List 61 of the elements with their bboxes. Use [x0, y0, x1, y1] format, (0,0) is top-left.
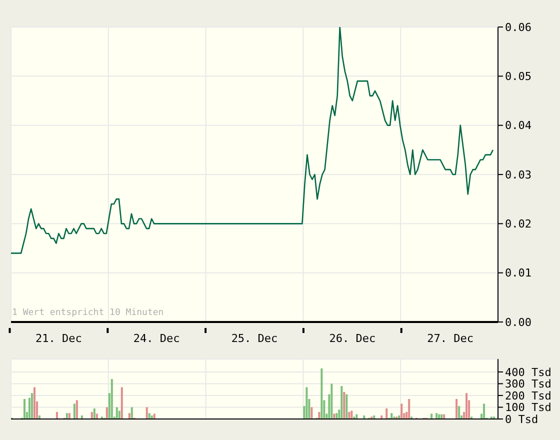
bar: [436, 413, 438, 419]
x-tick-label: 24. Dec: [133, 332, 180, 345]
bar: [408, 399, 410, 419]
bar: [343, 392, 346, 419]
bar: [466, 393, 468, 419]
bar: [483, 404, 486, 419]
bar: [348, 412, 350, 419]
y-tick-label: 0.04: [505, 119, 532, 132]
bar: [146, 407, 148, 419]
y-tick-label: 400 Tsd: [505, 366, 552, 379]
bar: [130, 407, 133, 419]
x-tick-label: 26. Dec: [329, 332, 376, 345]
bar: [346, 394, 348, 419]
x-tick-label: 27. Dec: [427, 332, 474, 345]
bar: [153, 414, 156, 419]
annotation: 1 Wert entspricht 10 Minuten: [12, 308, 164, 318]
bar: [336, 413, 338, 419]
bar: [400, 404, 403, 419]
bar: [23, 399, 26, 419]
y-tick-label: 100 Tsd: [505, 401, 552, 414]
bar: [350, 410, 353, 419]
y-tick-label: 0.01: [505, 266, 532, 280]
bar: [110, 379, 113, 419]
x-tick-label: 21. Dec: [36, 332, 82, 345]
bar: [66, 413, 68, 419]
y-tick-label: 300 Tsd: [505, 378, 552, 391]
y-tick-label: 0.06: [505, 20, 532, 34]
y-tick-label: 0.05: [505, 70, 532, 84]
bar: [116, 407, 118, 419]
bar: [120, 387, 123, 419]
y-tick-label: 200 Tsd: [505, 389, 552, 402]
bar: [33, 387, 36, 419]
bar: [320, 368, 323, 419]
bar: [340, 386, 343, 419]
bar: [76, 400, 78, 419]
bar: [306, 387, 308, 419]
bar: [430, 414, 433, 419]
bar: [96, 414, 98, 419]
bar: [106, 407, 108, 419]
bar: [73, 404, 76, 419]
bar: [68, 413, 70, 419]
bar: [310, 407, 313, 419]
bar: [318, 412, 320, 419]
y-tick-label: 0.03: [505, 168, 532, 182]
bar: [456, 399, 458, 419]
bar: [93, 408, 96, 419]
bar: [118, 410, 120, 419]
bar: [390, 413, 393, 419]
y-tick-label: 0 Tsd: [505, 412, 538, 426]
x-tick-label: 25. Dec: [231, 332, 278, 345]
bar: [386, 408, 388, 419]
bar: [458, 406, 460, 419]
bar: [333, 414, 336, 419]
bar: [148, 413, 150, 419]
bar: [330, 384, 333, 419]
bar: [128, 413, 130, 419]
line-series: [10, 27, 494, 254]
bar: [90, 412, 93, 419]
bar: [56, 412, 58, 419]
y-tick-label: 0.00: [505, 316, 532, 329]
y-tick-label: 0.02: [505, 218, 532, 231]
